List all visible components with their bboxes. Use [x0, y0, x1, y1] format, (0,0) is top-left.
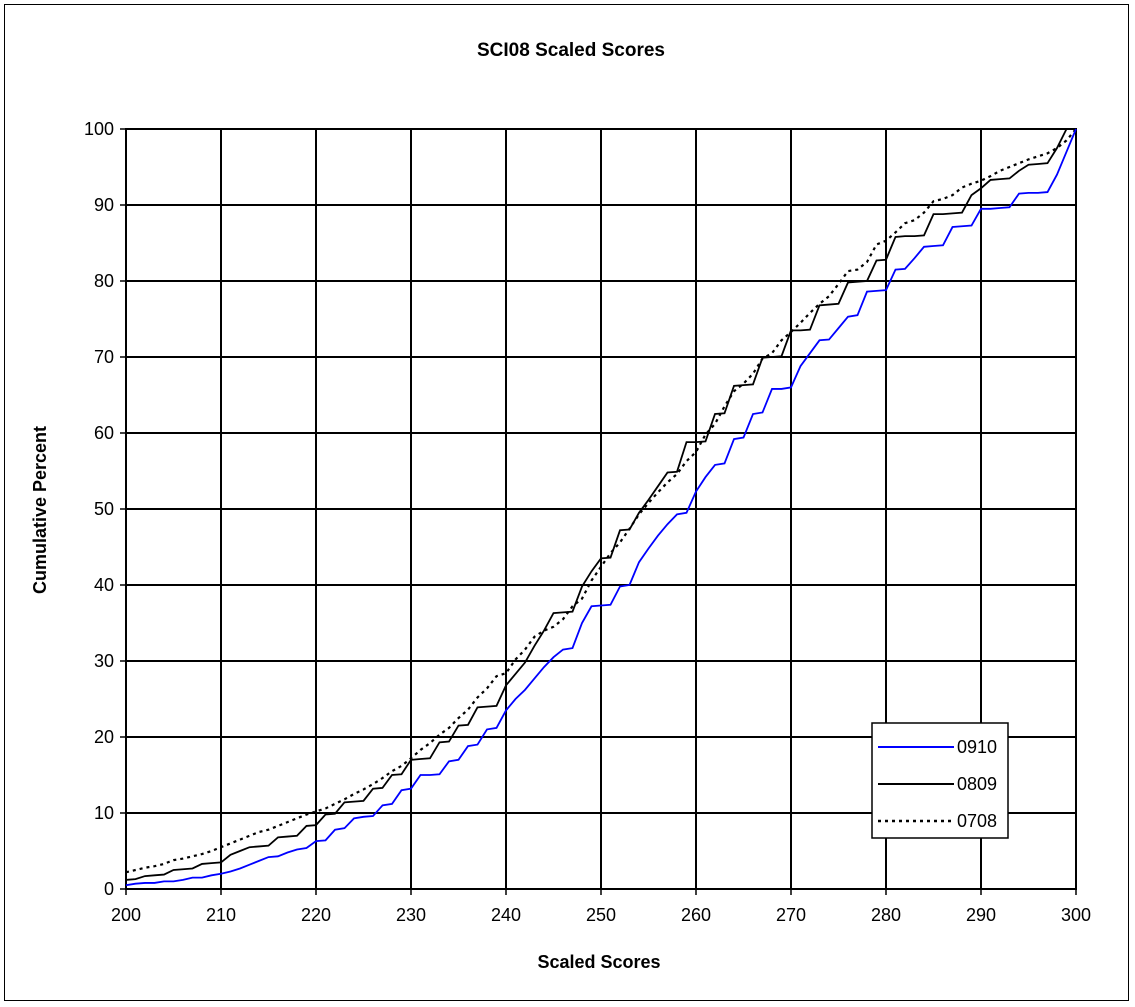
x-axis-label: Scaled Scores	[537, 952, 660, 972]
x-tick-label: 240	[491, 905, 521, 925]
x-tick-label: 270	[776, 905, 806, 925]
x-tick-label: 220	[301, 905, 331, 925]
x-tick-label: 230	[396, 905, 426, 925]
x-tick-label: 300	[1061, 905, 1091, 925]
tick-layer: 200 210 220 230 240 250 260 270 280 290 300 0 10 20 30…	[84, 119, 1091, 925]
y-tick-label: 70	[94, 347, 114, 367]
y-tick-label: 80	[94, 271, 114, 291]
chart-svg: SCI08 Scaled Scores Cumulative Percent S…	[30, 40, 1091, 972]
y-tick-label: 0	[104, 879, 114, 899]
legend: 0910 0809 0708	[871, 722, 1009, 839]
legend-label-0708: 0708	[957, 811, 997, 831]
x-tick-label: 280	[871, 905, 901, 925]
series-layer	[125, 128, 1077, 887]
series-line-0708	[125, 128, 1077, 874]
y-tick-label: 10	[94, 803, 114, 823]
legend-box	[871, 722, 1009, 839]
legend-label-0809: 0809	[957, 774, 997, 794]
x-tick-label: 260	[681, 905, 711, 925]
y-tick-label: 50	[94, 499, 114, 519]
y-tick-label: 40	[94, 575, 114, 595]
x-tick-label: 290	[966, 905, 996, 925]
legend-label-0910: 0910	[957, 737, 997, 757]
y-tick-label: 60	[94, 423, 114, 443]
y-tick-label: 30	[94, 651, 114, 671]
y-tick-label: 90	[94, 195, 114, 215]
series-line-0809	[125, 128, 1076, 881]
chart-title: SCI08 Scaled Scores	[477, 40, 665, 61]
x-tick-label: 210	[206, 905, 236, 925]
y-tick-label: 100	[84, 119, 114, 139]
chart-frame: SCI08 Scaled Scores Cumulative Percent S…	[4, 4, 1129, 1001]
series-line-0910	[125, 128, 1077, 887]
x-tick-label: 250	[586, 905, 616, 925]
x-tick-label: 200	[111, 905, 141, 925]
y-axis-label: Cumulative Percent	[30, 426, 50, 594]
y-tick-label: 20	[94, 727, 114, 747]
